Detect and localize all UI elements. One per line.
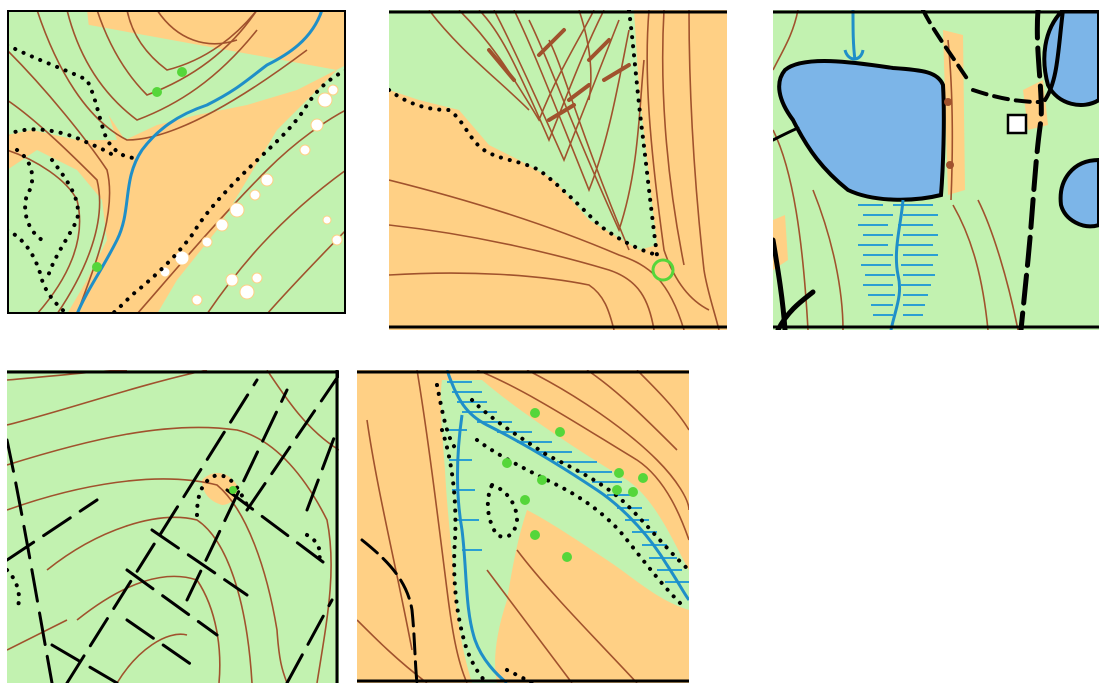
paths [7, 373, 339, 683]
map-tile-1-svg [7, 10, 346, 314]
white-boulder-field [159, 84, 343, 306]
vegetation-boundary [7, 472, 322, 612]
paths [773, 10, 1065, 330]
forest-area [7, 10, 117, 140]
forest-area [172, 110, 346, 314]
forest-area [7, 150, 107, 314]
contour-lines [773, 10, 1019, 330]
green-dots [92, 67, 187, 272]
map-tile-4-svg [7, 370, 339, 683]
contour-lines [389, 10, 720, 330]
green-dots [502, 408, 648, 562]
stream [851, 10, 857, 61]
tile-frame [7, 10, 346, 314]
small-building [1006, 113, 1028, 135]
vegetation-boundary [389, 10, 659, 257]
green-dot [229, 486, 237, 494]
map-tile-2-svg [389, 10, 727, 330]
knolls [944, 98, 954, 169]
lake [1058, 157, 1099, 229]
map-tile-1 [7, 10, 346, 314]
map-tile-2 [389, 10, 727, 330]
map-tile-5-svg [357, 370, 689, 683]
map-tile-3-svg [773, 10, 1099, 330]
stream-inlet-arrow [843, 49, 865, 61]
marsh [858, 204, 938, 316]
lake [1042, 10, 1099, 107]
map-tile-4 [7, 370, 339, 683]
forest-area [7, 370, 339, 683]
stream [455, 414, 508, 683]
stream [889, 199, 905, 330]
open-land-area [943, 30, 965, 195]
vegetation-boundary [7, 43, 346, 314]
forest-area [440, 380, 689, 683]
stream [75, 10, 324, 314]
green-circle [651, 258, 675, 282]
lake [777, 59, 946, 202]
map-tile-3 [773, 10, 1099, 330]
stream [445, 370, 689, 601]
map-tile-5 [357, 370, 689, 683]
cliff-marks [487, 28, 631, 122]
contour-lines [357, 370, 689, 683]
path [360, 538, 419, 683]
